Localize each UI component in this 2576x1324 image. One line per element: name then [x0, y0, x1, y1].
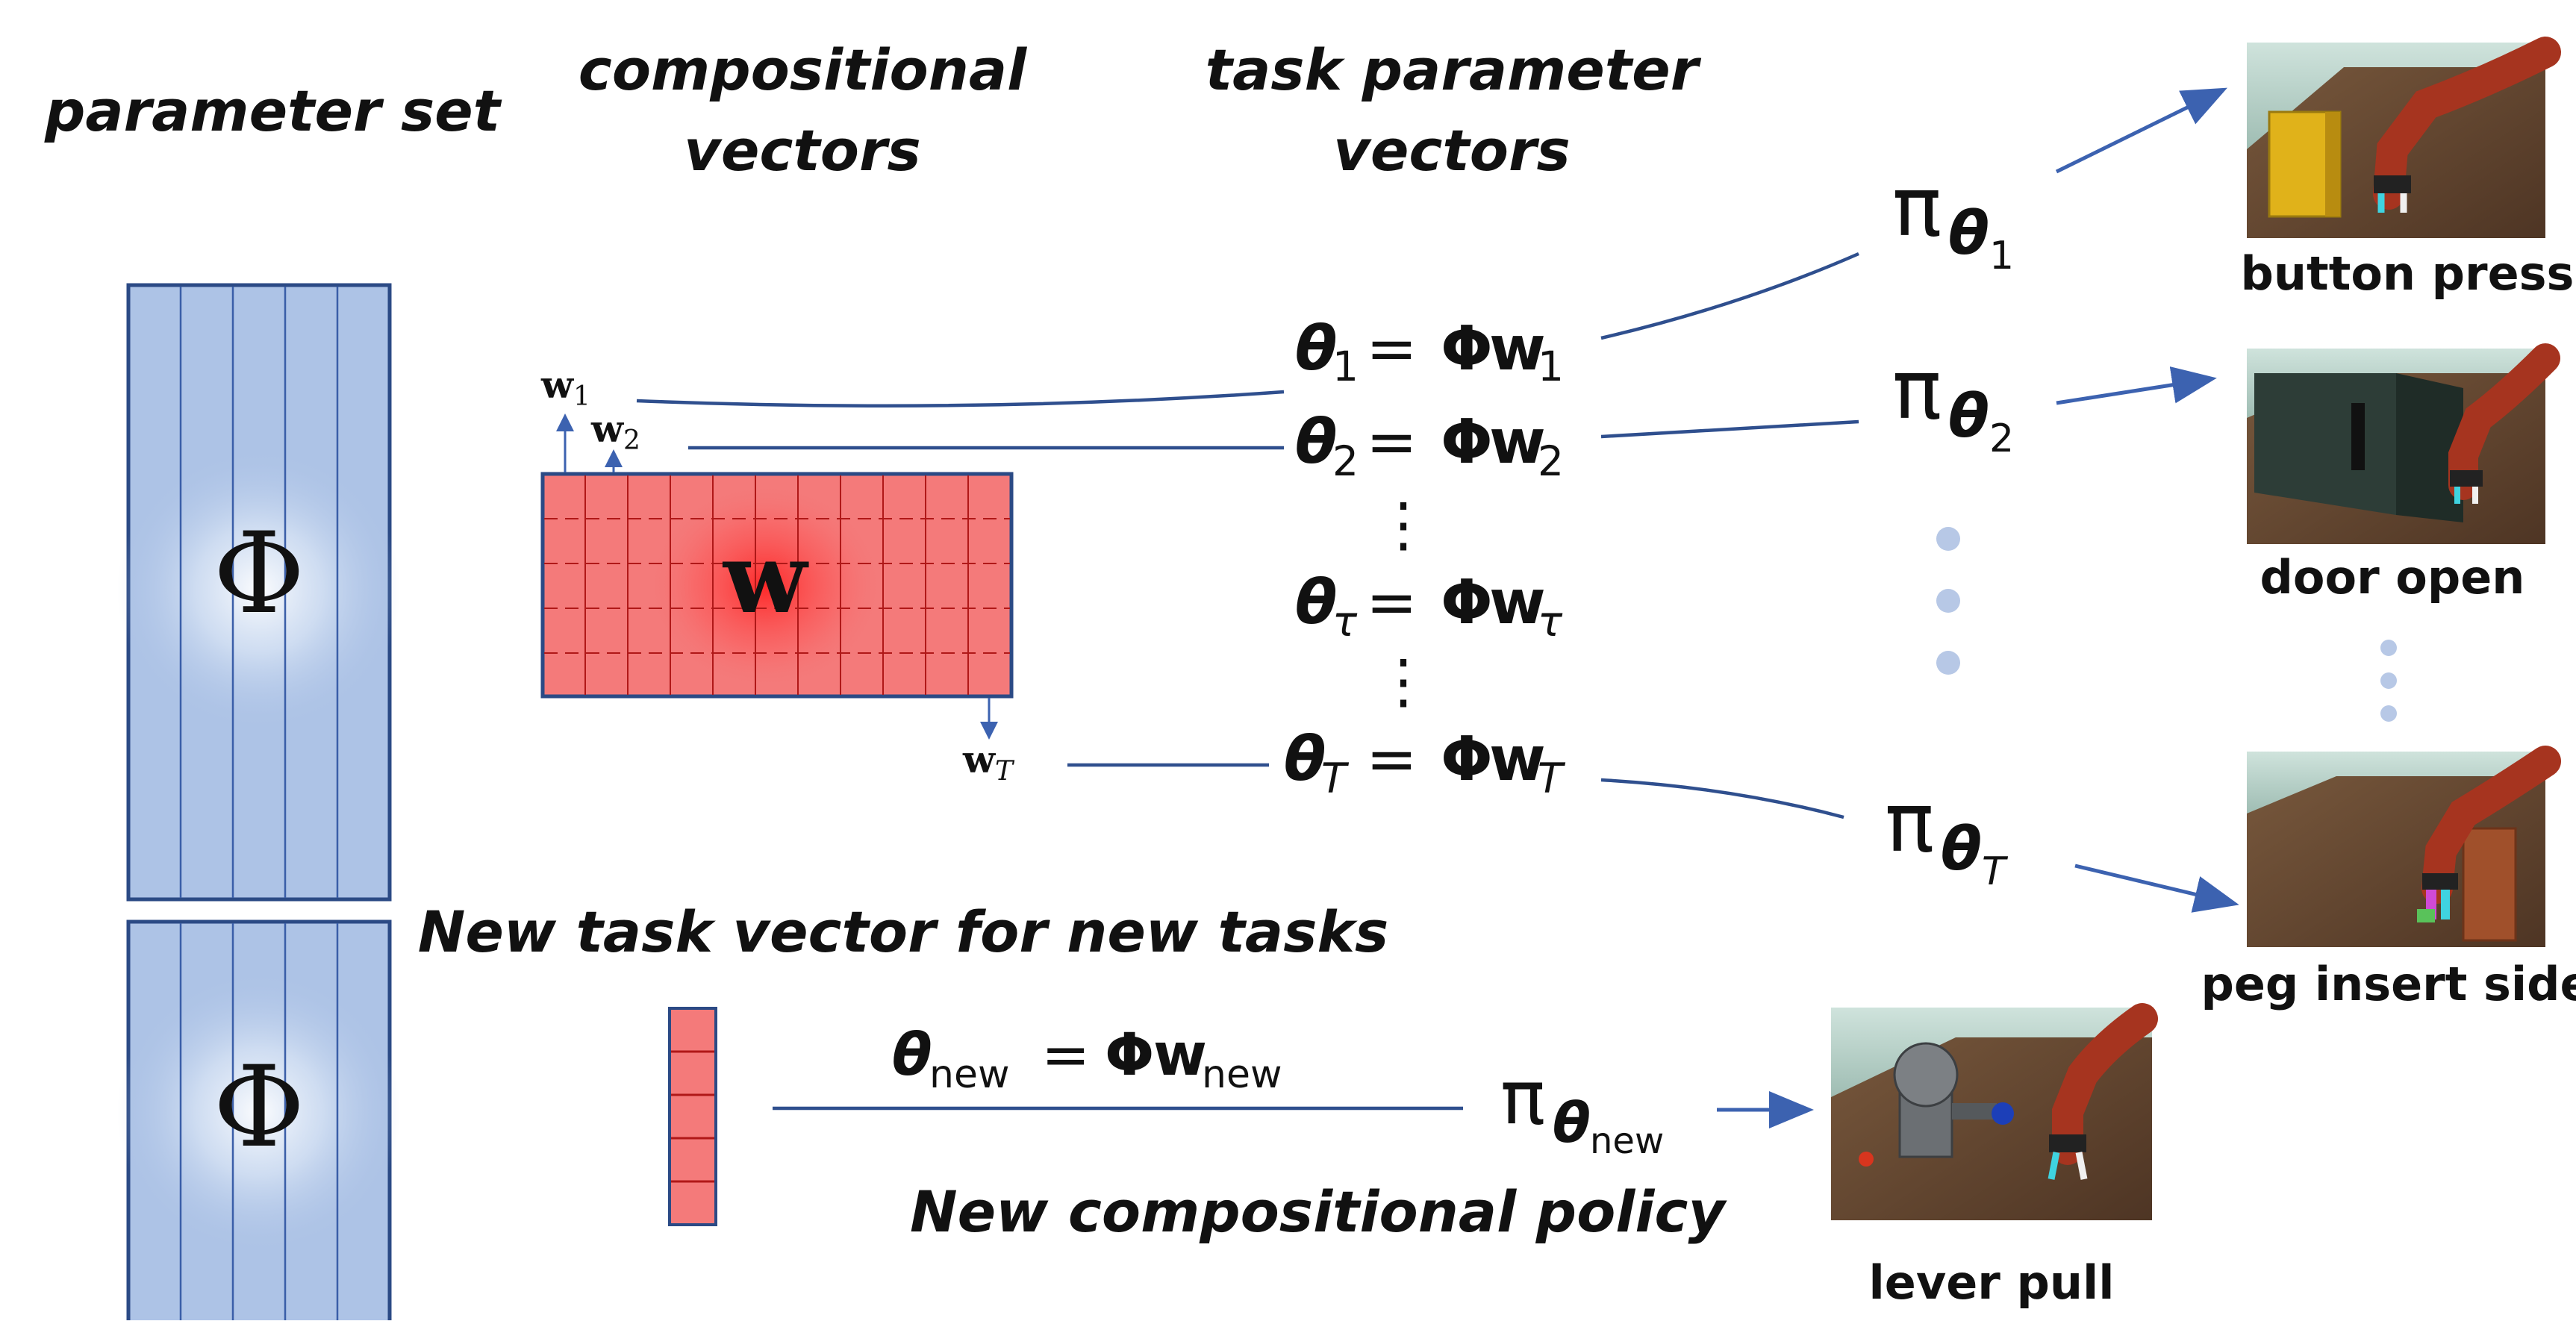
- svg-text:τ: τ: [1538, 598, 1563, 646]
- policy-pi-new: π θ new: [1500, 1054, 1664, 1162]
- svg-text:2: 2: [1332, 437, 1359, 485]
- heading-compositional-vectors-line2: vectors: [684, 117, 920, 184]
- svg-text:new: new: [1590, 1120, 1664, 1162]
- svg-text:Φ: Φ: [1441, 313, 1493, 384]
- heading-task-parameter-vectors-line1: task parameter: [1206, 37, 1702, 103]
- equation-theta2: θ 2 = Φ w 2: [1295, 407, 1564, 485]
- vertical-ellipsis-lower: ⋮: [1373, 646, 1433, 716]
- w-matrix: w: [540, 472, 1014, 699]
- svg-text:=: =: [1366, 567, 1418, 638]
- w2-label: w2: [590, 407, 640, 456]
- svg-text:w: w: [1489, 567, 1546, 638]
- svg-text:Φ: Φ: [1441, 567, 1493, 638]
- svg-text:1: 1: [1538, 343, 1564, 390]
- svg-text:θ: θ: [1941, 814, 1982, 884]
- equation-theta1: θ 1 = Φ w 1: [1295, 313, 1564, 390]
- svg-text:T: T: [1538, 755, 1566, 802]
- svg-text:w: w: [1489, 313, 1546, 384]
- svg-text:new: new: [929, 1052, 1009, 1097]
- phi-parameter-block-bottom: Φ: [117, 919, 401, 1324]
- connector-thetaT-piT: [1600, 778, 1844, 819]
- svg-text:Φ: Φ: [1441, 724, 1493, 795]
- policy-pi1: π θ 1: [1892, 159, 2014, 278]
- vertical-ellipsis-upper: ⋮: [1373, 490, 1433, 559]
- phi-symbol-top: Φ: [213, 509, 305, 639]
- button-press-image: [2247, 37, 2561, 238]
- peg-insert-side-image: [2247, 746, 2561, 947]
- svg-text:θ: θ: [1948, 199, 1989, 268]
- new-task-vector-column: [668, 1007, 717, 1226]
- arrow-pi2-to-door-open: [2056, 366, 2217, 405]
- svg-text:θ: θ: [1284, 724, 1326, 795]
- task-label-peg-insert-side: peg insert side: [2201, 957, 2576, 1011]
- svg-text:=: =: [1366, 724, 1418, 795]
- equation-thetaT: θ T = Φ w T: [1284, 724, 1566, 802]
- svg-text:1: 1: [1989, 234, 2014, 278]
- arrow-piT-to-peg-insert: [2074, 864, 2239, 913]
- svg-text:=: =: [1366, 407, 1418, 478]
- svg-text:θ: θ: [1295, 567, 1337, 638]
- equation-theta-tau: θ τ = Φ w τ: [1295, 567, 1563, 646]
- phi-parameter-block-top: Φ: [117, 283, 401, 902]
- svg-text:w: w: [1489, 724, 1546, 795]
- phi-symbol-bottom: Φ: [213, 1043, 305, 1172]
- heading-new-compositional-policy: New compositional policy: [910, 1178, 1727, 1245]
- policy-pi2: π θ 2: [1892, 342, 2014, 461]
- door-open-image: [2247, 343, 2560, 544]
- task-dots: [2380, 640, 2397, 722]
- arrow-pi1-to-button-press: [2055, 87, 2227, 174]
- svg-text:θ: θ: [1295, 407, 1337, 478]
- svg-text:1: 1: [1332, 343, 1359, 390]
- svg-text:2: 2: [1538, 437, 1564, 485]
- svg-text:=: =: [1041, 1022, 1090, 1089]
- heading-task-parameter-vectors-line2: vectors: [1333, 117, 1570, 184]
- svg-text:θ: θ: [892, 1022, 932, 1089]
- svg-text:π: π: [1500, 1054, 1545, 1141]
- heading-parameter-set: parameter set: [44, 78, 502, 144]
- policy-dots: [1936, 527, 1960, 675]
- svg-text:π: π: [1892, 342, 1942, 437]
- svg-text:w: w: [1153, 1022, 1207, 1089]
- task-label-button-press: button press: [2241, 246, 2575, 301]
- svg-text:τ: τ: [1332, 598, 1358, 646]
- connector-theta1-pi1: [1600, 252, 1859, 340]
- svg-text:θ: θ: [1553, 1091, 1591, 1155]
- svg-text:T: T: [1321, 755, 1350, 802]
- svg-text:Φ: Φ: [1105, 1022, 1154, 1089]
- w-matrix-symbol: w: [722, 521, 809, 635]
- svg-text:2: 2: [1989, 416, 2014, 461]
- task-label-lever-pull: lever pull: [1869, 1255, 2115, 1310]
- svg-text:π: π: [1892, 159, 1942, 255]
- connector-theta2-pi2: [1600, 419, 1859, 439]
- lever-pull-image: [1831, 1003, 2158, 1220]
- svg-text:θ: θ: [1948, 381, 1989, 451]
- policy-piT: π θ T: [1885, 775, 2009, 894]
- heading-compositional-vectors-line1: compositional: [578, 37, 1027, 103]
- svg-text:θ: θ: [1295, 313, 1337, 384]
- connector-w1-theta1: [636, 390, 1285, 407]
- svg-text:T: T: [1982, 849, 2009, 894]
- svg-text:=: =: [1366, 313, 1418, 384]
- heading-new-task-vector: New task vector for new tasks: [418, 899, 1388, 965]
- svg-text:Φ: Φ: [1441, 407, 1493, 478]
- svg-text:w: w: [1489, 407, 1546, 478]
- task-label-door-open: door open: [2260, 550, 2525, 605]
- svg-text:π: π: [1885, 775, 1934, 870]
- wT-label: wT: [962, 737, 1015, 787]
- svg-text:new: new: [1202, 1052, 1282, 1097]
- equation-theta-new: θ new = Φ w new: [892, 1022, 1282, 1097]
- w1-label: w1: [540, 363, 590, 412]
